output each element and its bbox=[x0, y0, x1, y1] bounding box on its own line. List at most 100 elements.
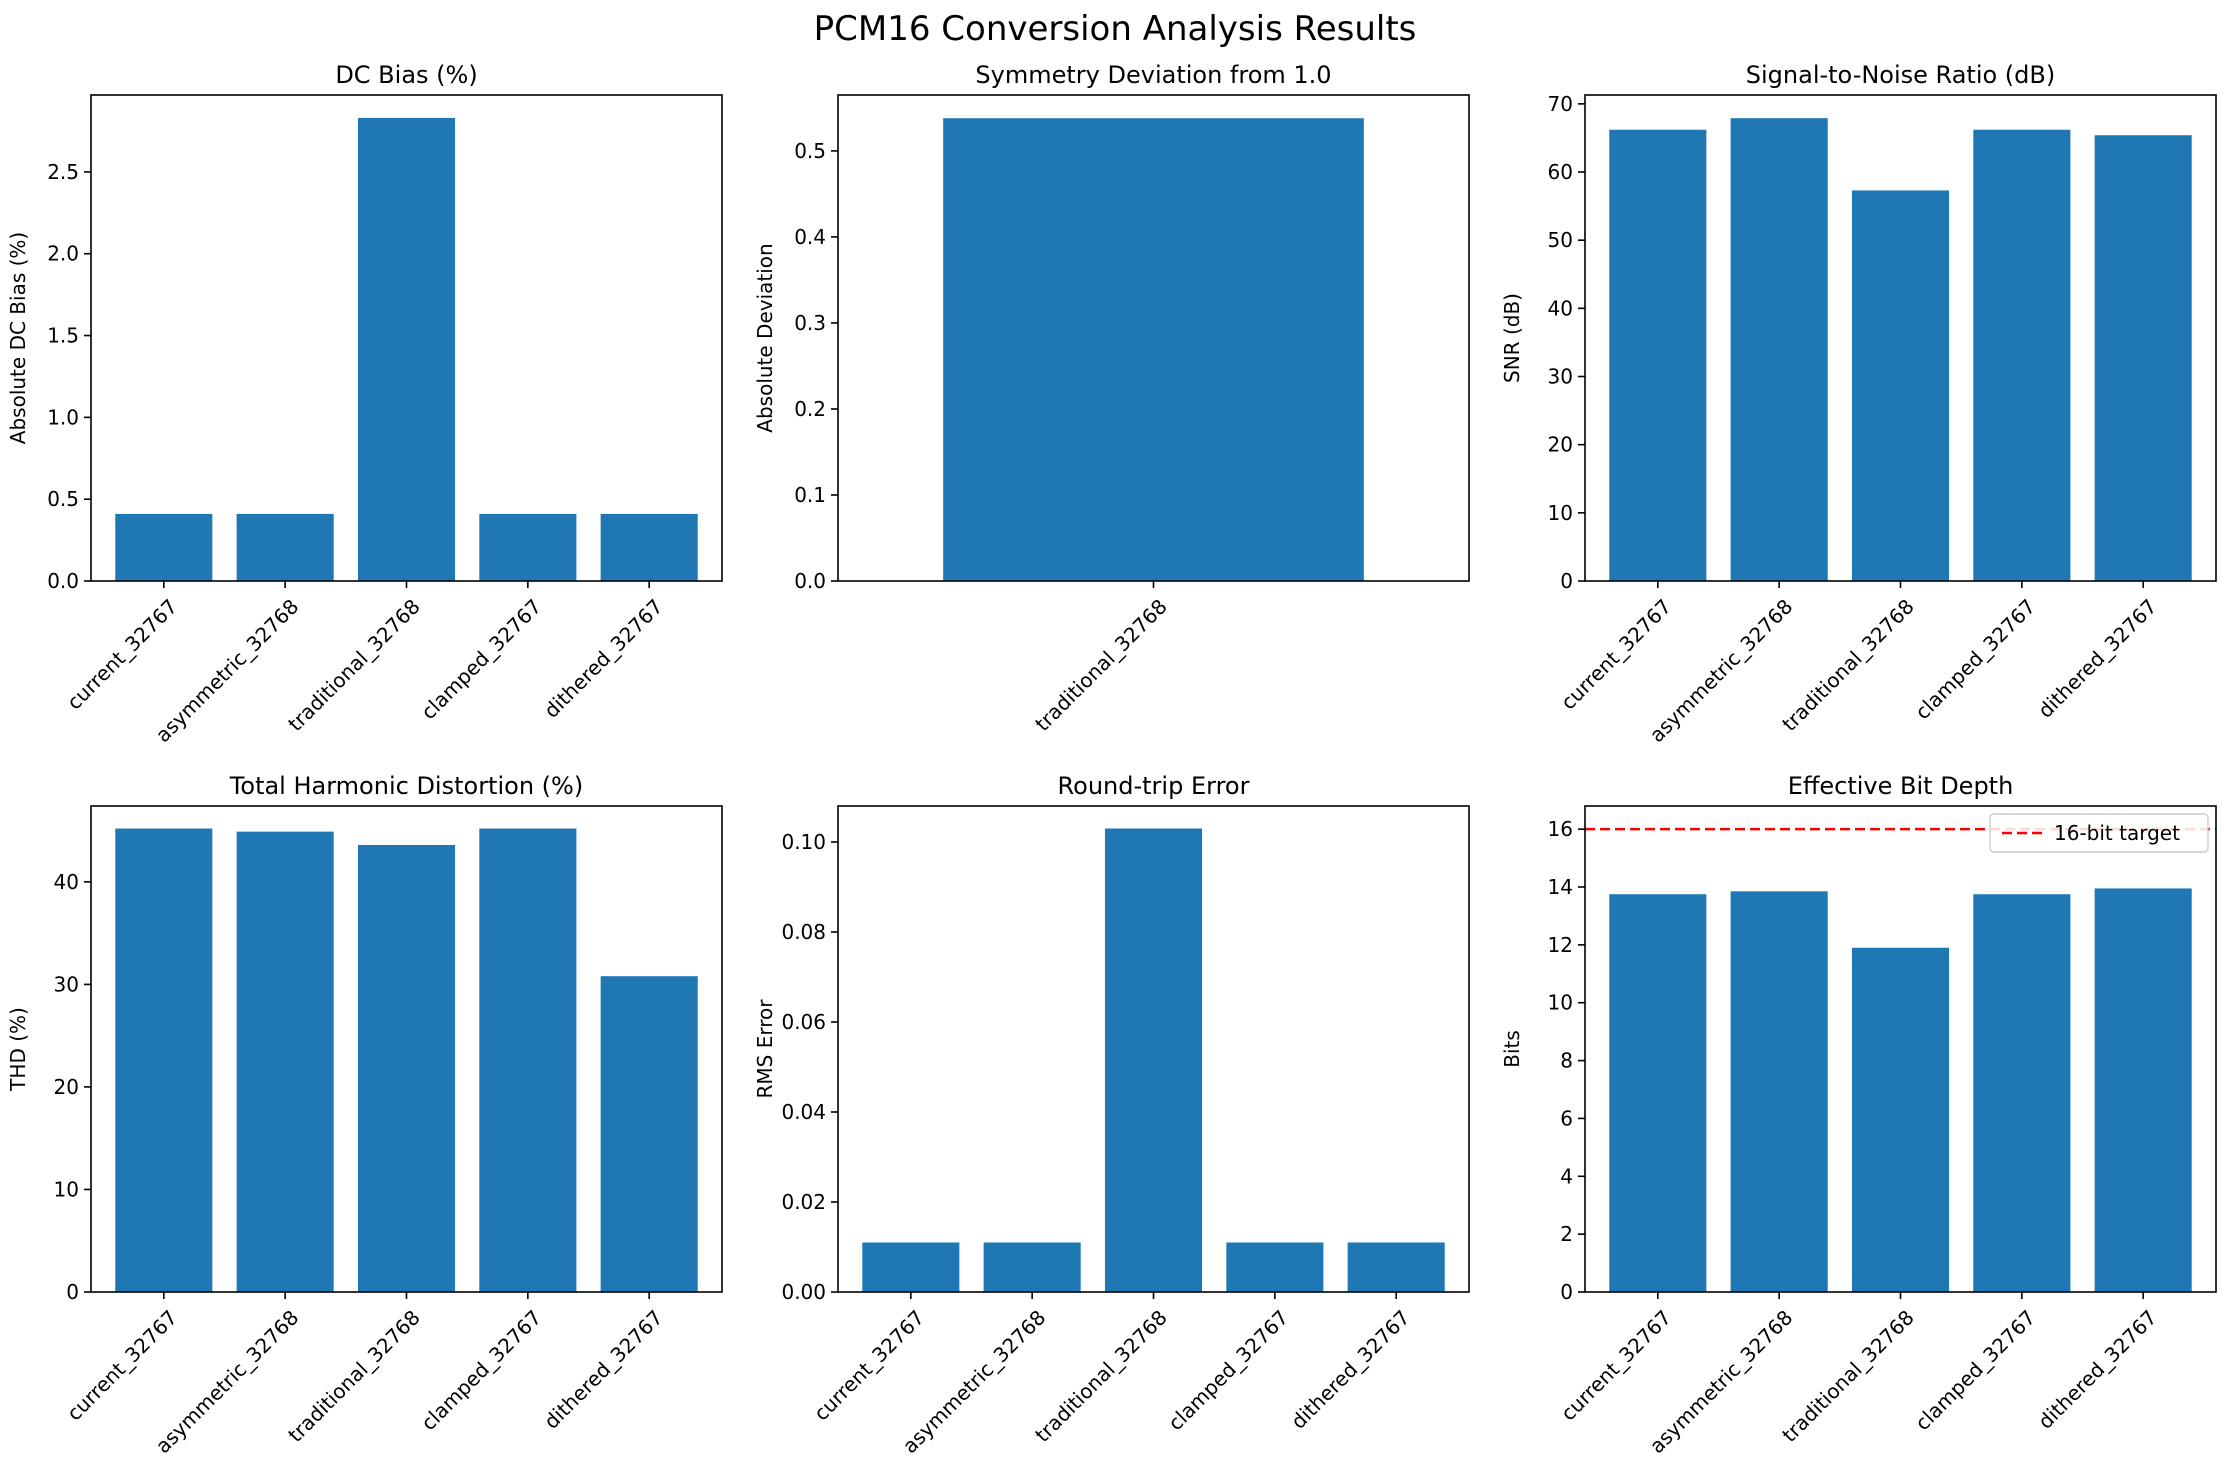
bar-3-3 bbox=[1851, 190, 1950, 581]
y-tick-label: 2.0 bbox=[47, 242, 79, 266]
y-tick-label: 6 bbox=[1560, 1106, 1573, 1130]
y-tick-label: 0.00 bbox=[781, 1280, 826, 1304]
subplot-title: Round-trip Error bbox=[1058, 772, 1250, 800]
y-tick-label: 0.10 bbox=[781, 830, 826, 854]
y-tick-label: 60 bbox=[1548, 160, 1573, 184]
bar-4-4 bbox=[479, 828, 577, 1292]
subplot-1: 0.00.51.01.52.02.5current_32767asymmetri… bbox=[6, 61, 723, 747]
subplot-title: Symmetry Deviation from 1.0 bbox=[975, 61, 1331, 89]
subplot-5: 0.000.020.040.060.080.10current_32767asy… bbox=[753, 772, 1470, 1458]
bar-3-1 bbox=[1609, 129, 1707, 581]
y-tick-label: 0.08 bbox=[781, 920, 826, 944]
x-tick-label: current_32767 bbox=[62, 594, 182, 714]
y-tick-label: 1.0 bbox=[47, 405, 79, 429]
bar-5-3 bbox=[1104, 828, 1203, 1292]
y-axis-label: Absolute DC Bias (%) bbox=[6, 232, 30, 444]
bar-6-1 bbox=[1609, 894, 1707, 1292]
bar-4-2 bbox=[236, 831, 334, 1292]
x-tick-label: clamped_32767 bbox=[1163, 1305, 1293, 1435]
y-tick-label: 30 bbox=[54, 972, 79, 996]
x-tick-label: dithered_32767 bbox=[2033, 1305, 2161, 1433]
legend: 16-bit target bbox=[1989, 813, 2209, 853]
x-tick-label: dithered_32767 bbox=[2033, 594, 2161, 722]
y-tick-label: 0 bbox=[66, 1280, 79, 1304]
bar-6-4 bbox=[1973, 894, 2071, 1292]
x-tick-label: clamped_32767 bbox=[416, 1305, 546, 1435]
legend-label: 16-bit target bbox=[2054, 821, 2180, 845]
x-tick-label: dithered_32767 bbox=[539, 594, 667, 722]
y-tick-label: 0.06 bbox=[781, 1010, 826, 1034]
y-tick-label: 0.04 bbox=[781, 1100, 826, 1124]
x-tick-label: traditional_32768 bbox=[283, 594, 425, 736]
bar-2-1 bbox=[943, 118, 1364, 581]
bar-1-5 bbox=[600, 513, 698, 581]
bar-1-1 bbox=[115, 513, 213, 581]
x-tick-label: current_32767 bbox=[1556, 1305, 1676, 1425]
subplot-title: Effective Bit Depth bbox=[1788, 772, 2014, 800]
bar-3-4 bbox=[1973, 129, 2071, 581]
y-tick-label: 8 bbox=[1560, 1049, 1573, 1073]
bar-6-3 bbox=[1851, 947, 1950, 1292]
x-tick-label: traditional_32768 bbox=[283, 1305, 425, 1447]
bar-1-3 bbox=[357, 117, 456, 581]
y-axis-label: THD (%) bbox=[6, 1007, 30, 1092]
y-tick-label: 0.2 bbox=[794, 397, 826, 421]
y-tick-label: 0.1 bbox=[794, 483, 826, 507]
bar-5-4 bbox=[1226, 1242, 1324, 1292]
y-tick-label: 1.5 bbox=[47, 324, 79, 348]
bar-6-2 bbox=[1730, 891, 1828, 1292]
bar-5-1 bbox=[862, 1242, 960, 1292]
y-tick-label: 0.0 bbox=[794, 569, 826, 593]
y-tick-label: 20 bbox=[54, 1075, 79, 1099]
y-tick-label: 50 bbox=[1548, 228, 1573, 252]
y-tick-label: 20 bbox=[1548, 433, 1573, 457]
x-tick-label: dithered_32767 bbox=[539, 1305, 667, 1433]
bar-4-3 bbox=[357, 844, 456, 1292]
y-tick-label: 0.3 bbox=[794, 311, 826, 335]
x-tick-label: clamped_32767 bbox=[1910, 594, 2040, 724]
x-tick-label: current_32767 bbox=[809, 1305, 929, 1425]
y-tick-label: 40 bbox=[54, 870, 79, 894]
subplot-3: 010203040506070current_32767asymmetric_3… bbox=[1500, 61, 2217, 747]
x-tick-label: clamped_32767 bbox=[416, 594, 546, 724]
x-tick-label: traditional_32768 bbox=[1030, 1305, 1172, 1447]
legend-box bbox=[1989, 813, 2209, 853]
y-tick-label: 40 bbox=[1548, 296, 1573, 320]
y-tick-label: 2 bbox=[1560, 1222, 1573, 1246]
subplot-title: DC Bias (%) bbox=[335, 61, 477, 89]
y-tick-label: 0 bbox=[1560, 569, 1573, 593]
y-tick-label: 0.0 bbox=[47, 569, 79, 593]
bar-3-2 bbox=[1730, 118, 1828, 582]
figure-title: PCM16 Conversion Analysis Results bbox=[813, 9, 1417, 49]
bar-6-5 bbox=[2094, 888, 2192, 1292]
y-tick-label: 10 bbox=[54, 1177, 79, 1201]
bar-4-1 bbox=[115, 828, 213, 1292]
x-tick-label: current_32767 bbox=[1556, 594, 1676, 714]
x-tick-label: traditional_32768 bbox=[1777, 1305, 1919, 1447]
y-axis-label: RMS Error bbox=[753, 999, 777, 1099]
y-axis-label: Bits bbox=[1500, 1030, 1524, 1068]
y-tick-label: 14 bbox=[1548, 875, 1573, 899]
bar-5-5 bbox=[1347, 1242, 1445, 1292]
y-tick-label: 0.02 bbox=[781, 1190, 826, 1214]
bar-5-2 bbox=[983, 1242, 1081, 1292]
y-tick-label: 0.4 bbox=[794, 225, 826, 249]
subplot-6: 0246810121416current_32767asymmetric_327… bbox=[1500, 772, 2217, 1458]
y-tick-label: 70 bbox=[1548, 92, 1573, 116]
x-tick-label: current_32767 bbox=[62, 1305, 182, 1425]
x-tick-label: traditional_32768 bbox=[1777, 594, 1919, 736]
y-tick-label: 10 bbox=[1548, 991, 1573, 1015]
y-tick-label: 0 bbox=[1560, 1280, 1573, 1304]
x-tick-label: clamped_32767 bbox=[1910, 1305, 2040, 1435]
y-tick-label: 10 bbox=[1548, 501, 1573, 525]
y-axis-label: SNR (dB) bbox=[1500, 293, 1524, 383]
y-tick-label: 0.5 bbox=[794, 139, 826, 163]
y-tick-label: 30 bbox=[1548, 365, 1573, 389]
subplot-4: 010203040current_32767asymmetric_32768tr… bbox=[6, 772, 723, 1458]
bar-1-4 bbox=[479, 513, 577, 581]
subplot-title: Signal-to-Noise Ratio (dB) bbox=[1746, 61, 2055, 89]
y-tick-label: 16 bbox=[1548, 817, 1573, 841]
x-tick-label: traditional_32768 bbox=[1030, 594, 1172, 736]
